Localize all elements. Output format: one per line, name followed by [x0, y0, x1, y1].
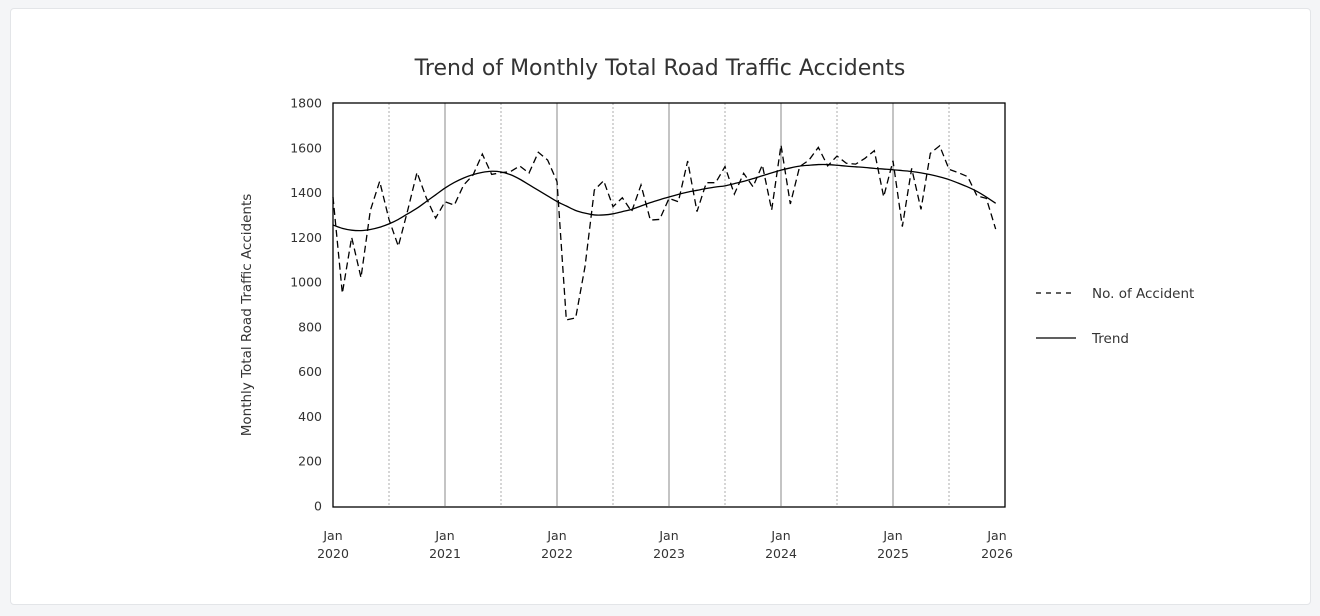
y-tick-label: 1000: [290, 275, 322, 290]
series-line-trend: [332, 163, 997, 232]
x-tick-month: Jan: [770, 528, 790, 543]
x-tick-year: 2021: [429, 546, 461, 561]
y-tick-label: 1800: [290, 96, 322, 111]
x-tick-year: 2025: [877, 546, 909, 561]
y-axis-label: Monthly Total Road Traffic Accidents: [239, 194, 255, 437]
x-tick-year: 2020: [317, 546, 349, 561]
x-tick-year: 2023: [653, 546, 685, 561]
series-line-accidents: [332, 144, 997, 321]
y-tick-label: 0: [314, 499, 322, 514]
chart-title: Trend of Monthly Total Road Traffic Acci…: [414, 56, 906, 81]
legend: No. of Accident Trend: [1036, 286, 1194, 347]
chart-card: [10, 8, 1311, 605]
x-tick-month: Jan: [882, 528, 902, 543]
y-tick-label: 1600: [290, 140, 322, 155]
x-tick-month: Jan: [986, 528, 1006, 543]
y-tick-label: 600: [298, 364, 322, 379]
x-tick-year: 2026: [981, 546, 1013, 561]
y-tick-label: 1200: [290, 230, 322, 245]
legend-label: No. of Accident: [1092, 286, 1194, 302]
x-tick-month: Jan: [658, 528, 678, 543]
x-tick-year: 2024: [765, 546, 797, 561]
y-tick-label: 1400: [290, 185, 322, 200]
plot-frame: [332, 102, 1006, 508]
y-tick-label: 800: [298, 319, 322, 334]
y-tick-label: 200: [298, 454, 322, 469]
y-tick-label: 400: [298, 409, 322, 424]
legend-label: Trend: [1091, 331, 1129, 347]
x-tick-month: Jan: [434, 528, 454, 543]
x-tick-month: Jan: [546, 528, 566, 543]
x-tick-month: Jan: [322, 528, 342, 543]
x-tick-year: 2022: [541, 546, 573, 561]
